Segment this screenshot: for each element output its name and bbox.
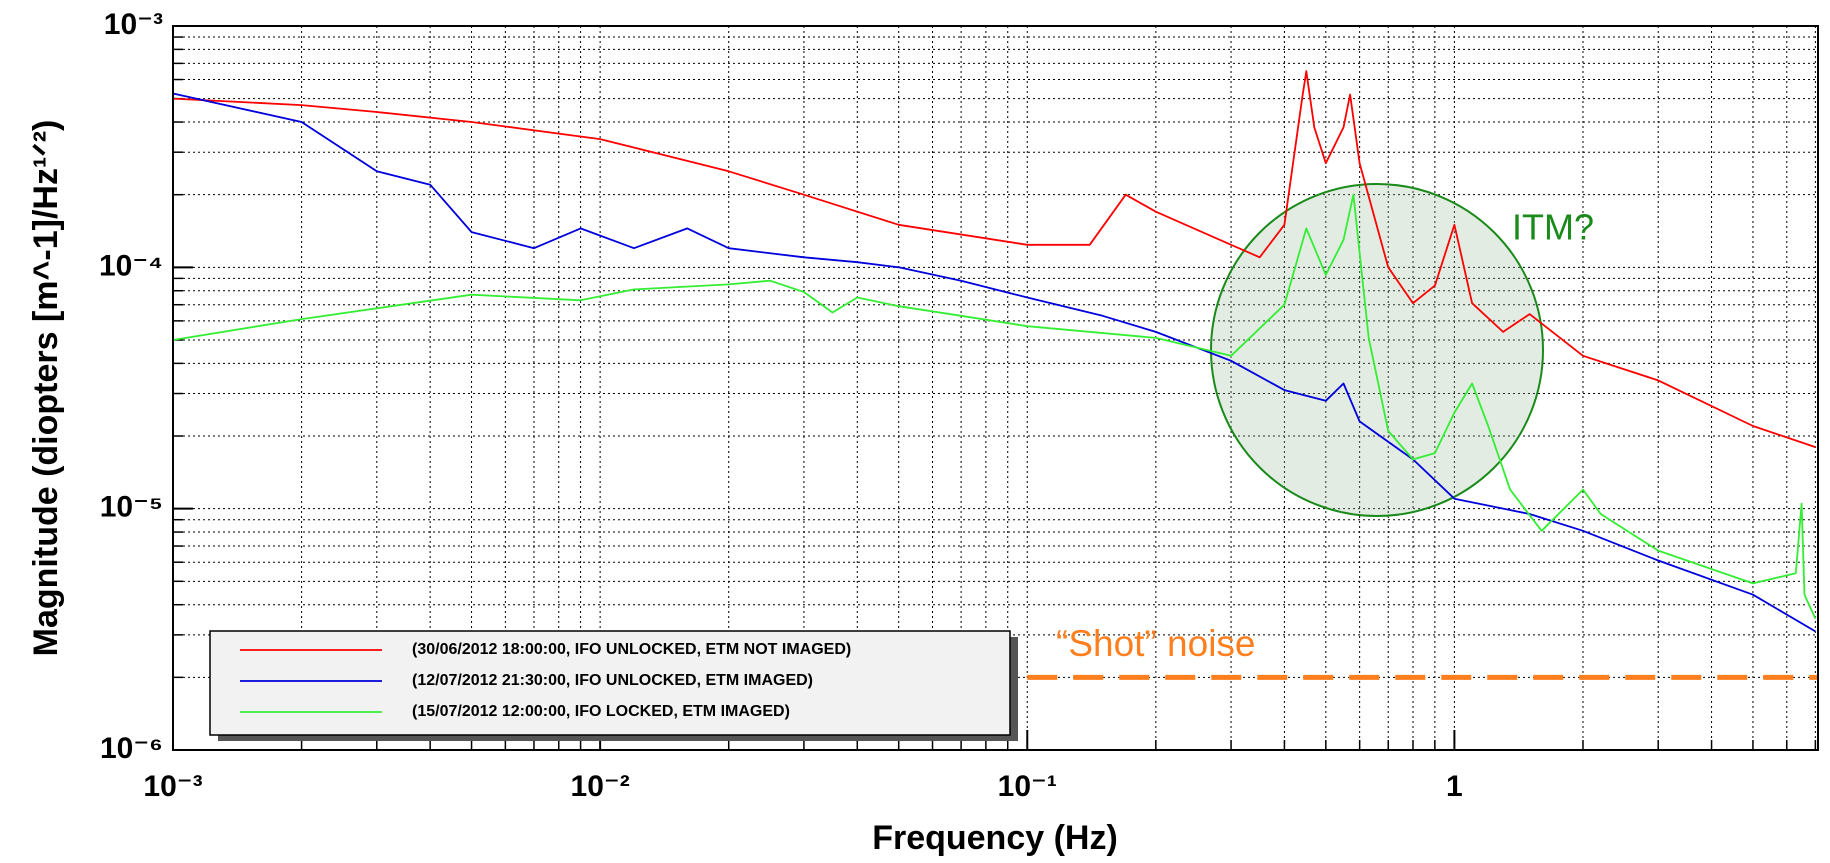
legend-box [209, 630, 1011, 736]
series-line [172, 92, 1816, 633]
x-tick-label: 10⁻³ [143, 770, 202, 803]
series-line [172, 193, 1817, 620]
shot-noise-label: “Shot” noise [1056, 623, 1256, 664]
lines [172, 70, 1818, 680]
legend: (30/06/2012 18:00:00, IFO UNLOCKED, ETM … [209, 630, 1018, 741]
y-tick-label: 10⁻⁴ [99, 249, 163, 282]
x-tick-label: 1 [1446, 770, 1463, 803]
y-tick-label: 10⁻³ [104, 8, 163, 41]
plot-frame [172, 25, 1819, 751]
series-line [172, 70, 1816, 448]
y-tick-label: 10⁻⁶ [100, 732, 163, 765]
y-tick-label: 10⁻⁵ [100, 491, 163, 524]
legend-label: (15/07/2012 12:00:00, IFO LOCKED, ETM IM… [412, 703, 790, 720]
x-axis-title: Frequency (Hz) [872, 819, 1118, 857]
legend-label: (30/06/2012 18:00:00, IFO UNLOCKED, ETM … [412, 641, 851, 658]
legend-label: (12/07/2012 21:30:00, IFO UNLOCKED, ETM … [412, 672, 813, 689]
x-tick-label: 10⁻² [571, 770, 630, 803]
itm-circle [1210, 183, 1544, 517]
itm-annotation: ITM? [1512, 207, 1594, 248]
x-tick-label: 10⁻¹ [998, 770, 1057, 803]
y-axis-title: Magnitude (diopters [m^-1]/Hz¹ᐟ²) [27, 120, 65, 657]
